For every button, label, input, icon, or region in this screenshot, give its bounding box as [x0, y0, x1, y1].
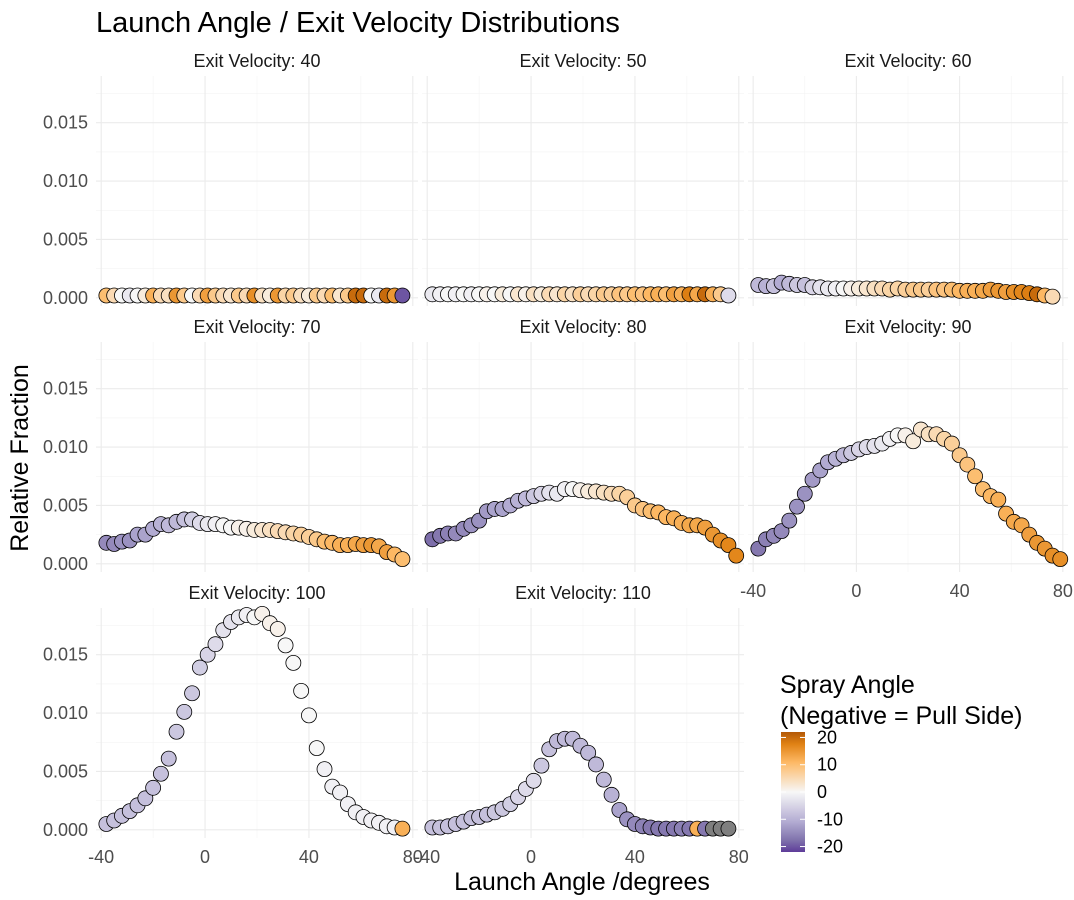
legend-tick-label: -10 — [817, 809, 843, 829]
facet-panel: Exit Velocity: 80 — [422, 317, 745, 572]
legend-tick-label: -20 — [817, 837, 843, 857]
y-tick-label: 0.010 — [43, 171, 88, 191]
data-point — [720, 287, 737, 304]
y-tick-label: 0.010 — [43, 703, 88, 723]
legend-subtitle: (Negative = Pull Side) — [780, 702, 1022, 730]
facet-panel: Exit Velocity: 50 — [422, 51, 744, 306]
y-tick-label: 0.000 — [43, 820, 88, 840]
x-tick-label: 40 — [625, 847, 645, 867]
data-point — [394, 820, 411, 837]
data-point — [728, 547, 745, 564]
data-point — [207, 636, 224, 653]
facet-panel: Exit Velocity: 100 0.000 0.005 0.010 0.015 -4… — [43, 583, 423, 867]
x-tick-label: -40 — [414, 847, 440, 867]
x-tick-label: -40 — [88, 847, 114, 867]
data-point — [191, 659, 208, 676]
color-legend: Spray Angle (Negative = Pull Side)20 10 0 -1… — [780, 671, 1022, 857]
data-point — [990, 491, 1007, 508]
legend-tick-label: 20 — [817, 727, 837, 747]
data-point — [285, 654, 302, 671]
data-point — [293, 682, 310, 699]
data-point — [588, 756, 604, 773]
y-tick-label: 0.015 — [43, 645, 88, 665]
data-point — [145, 779, 162, 796]
data-point — [168, 723, 185, 740]
x-axis-title: Launch Angle /degrees — [454, 868, 710, 896]
y-tick-label: 0.015 — [43, 113, 88, 133]
facet-label: Exit Velocity: 90 — [844, 317, 971, 337]
data-point — [160, 750, 177, 767]
y-tick-label: 0.015 — [43, 379, 88, 399]
facet-label: Exit Velocity: 50 — [519, 51, 646, 71]
data-point — [905, 433, 922, 450]
data-point — [595, 771, 612, 788]
y-tick-label: 0.000 — [43, 554, 88, 574]
facet-label: Exit Velocity: 60 — [844, 51, 971, 71]
x-tick-label: 40 — [299, 847, 319, 867]
x-tick-label: 0 — [200, 847, 210, 867]
facet-panel: Exit Velocity: 40 0.000 0.005 0.010 0.015 — [43, 51, 418, 308]
data-point — [959, 456, 976, 473]
facet-label: Exit Velocity: 110 — [515, 583, 651, 603]
y-axis-title: Relative Fraction — [6, 364, 34, 552]
chart-title: Launch Angle / Exit Velocity Distributio… — [96, 7, 620, 39]
data-point — [1044, 288, 1061, 305]
x-tick-label: -40 — [740, 581, 766, 601]
legend-tick-label: 10 — [817, 755, 837, 775]
x-tick-label: 80 — [1053, 581, 1073, 601]
data-point — [394, 287, 411, 304]
data-point — [332, 784, 348, 801]
facet-label: Exit Velocity: 100 — [188, 583, 325, 603]
data-point — [316, 761, 333, 778]
data-point — [277, 637, 294, 654]
x-tick-label: 0 — [851, 581, 861, 601]
data-point — [967, 468, 983, 485]
data-point — [789, 498, 805, 515]
x-tick-label: 80 — [729, 847, 749, 867]
legend-tick-label: 0 — [817, 782, 827, 802]
legend-title: Spray Angle — [780, 671, 915, 699]
data-point — [781, 512, 798, 529]
facet-panel: Exit Velocity: 70 0.000 0.005 0.010 0.015 — [43, 317, 418, 574]
data-point — [176, 704, 193, 720]
data-point — [533, 757, 550, 774]
data-point — [580, 744, 597, 761]
data-point — [603, 786, 620, 803]
data-point — [525, 772, 542, 789]
x-tick-label: 40 — [950, 581, 970, 601]
y-tick-label: 0.005 — [43, 761, 88, 781]
x-tick-label: 0 — [526, 847, 536, 867]
y-tick-label: 0.010 — [43, 437, 88, 457]
y-tick-label: 0.005 — [43, 229, 88, 249]
data-point — [301, 707, 317, 724]
data-point — [796, 485, 813, 502]
facet-panel: Exit Velocity: 110 -40 0 40 80 — [414, 583, 749, 867]
data-point — [1052, 551, 1069, 568]
y-tick-label: 0.000 — [43, 288, 88, 308]
data-point — [720, 820, 737, 837]
facet-label: Exit Velocity: 80 — [519, 317, 646, 337]
facet-panel: Exit Velocity: 60 — [748, 51, 1068, 306]
y-tick-label: 0.005 — [43, 495, 88, 515]
facet-label: Exit Velocity: 40 — [193, 51, 320, 71]
data-point — [269, 621, 286, 637]
facet-label: Exit Velocity: 70 — [193, 317, 320, 337]
data-point — [184, 685, 200, 702]
x-tick-label: 80 — [403, 847, 423, 867]
facet-panels: Exit Velocity: 400.0000.0050.0100.015Exi… — [43, 51, 1073, 867]
facet-panel: Exit Velocity: 90 -40 0 40 80 — [740, 317, 1073, 601]
data-point — [308, 740, 325, 757]
data-point — [943, 435, 960, 452]
data-point — [153, 765, 169, 782]
data-point — [394, 551, 411, 568]
